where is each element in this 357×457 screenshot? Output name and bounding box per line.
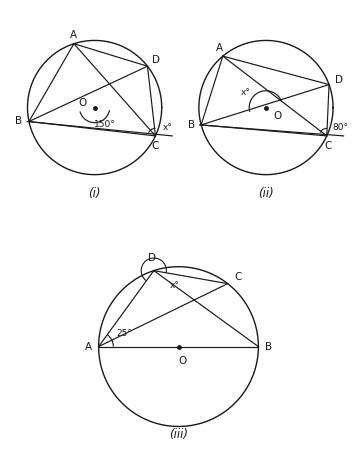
Text: C: C	[235, 272, 242, 282]
Text: O: O	[178, 356, 187, 367]
Text: (ii): (ii)	[258, 186, 274, 200]
Text: B: B	[187, 120, 195, 130]
Text: 80°: 80°	[332, 123, 348, 132]
Text: D: D	[148, 253, 156, 263]
Text: B: B	[265, 341, 272, 351]
Text: B: B	[15, 117, 22, 127]
Text: O: O	[79, 97, 87, 107]
Text: C: C	[152, 141, 159, 151]
Text: O: O	[273, 111, 282, 121]
Text: 25°: 25°	[116, 329, 132, 339]
Text: C: C	[325, 141, 332, 151]
Text: D: D	[335, 74, 343, 85]
Text: D: D	[152, 54, 160, 64]
Text: A: A	[70, 30, 77, 40]
Text: (i): (i)	[88, 186, 101, 200]
Text: (iii): (iii)	[169, 428, 188, 441]
Text: x°: x°	[162, 123, 172, 132]
Text: 150°: 150°	[94, 120, 116, 129]
Text: x°: x°	[170, 281, 180, 290]
Text: A: A	[216, 43, 223, 53]
Text: x°: x°	[241, 88, 251, 97]
Text: A: A	[85, 341, 92, 351]
